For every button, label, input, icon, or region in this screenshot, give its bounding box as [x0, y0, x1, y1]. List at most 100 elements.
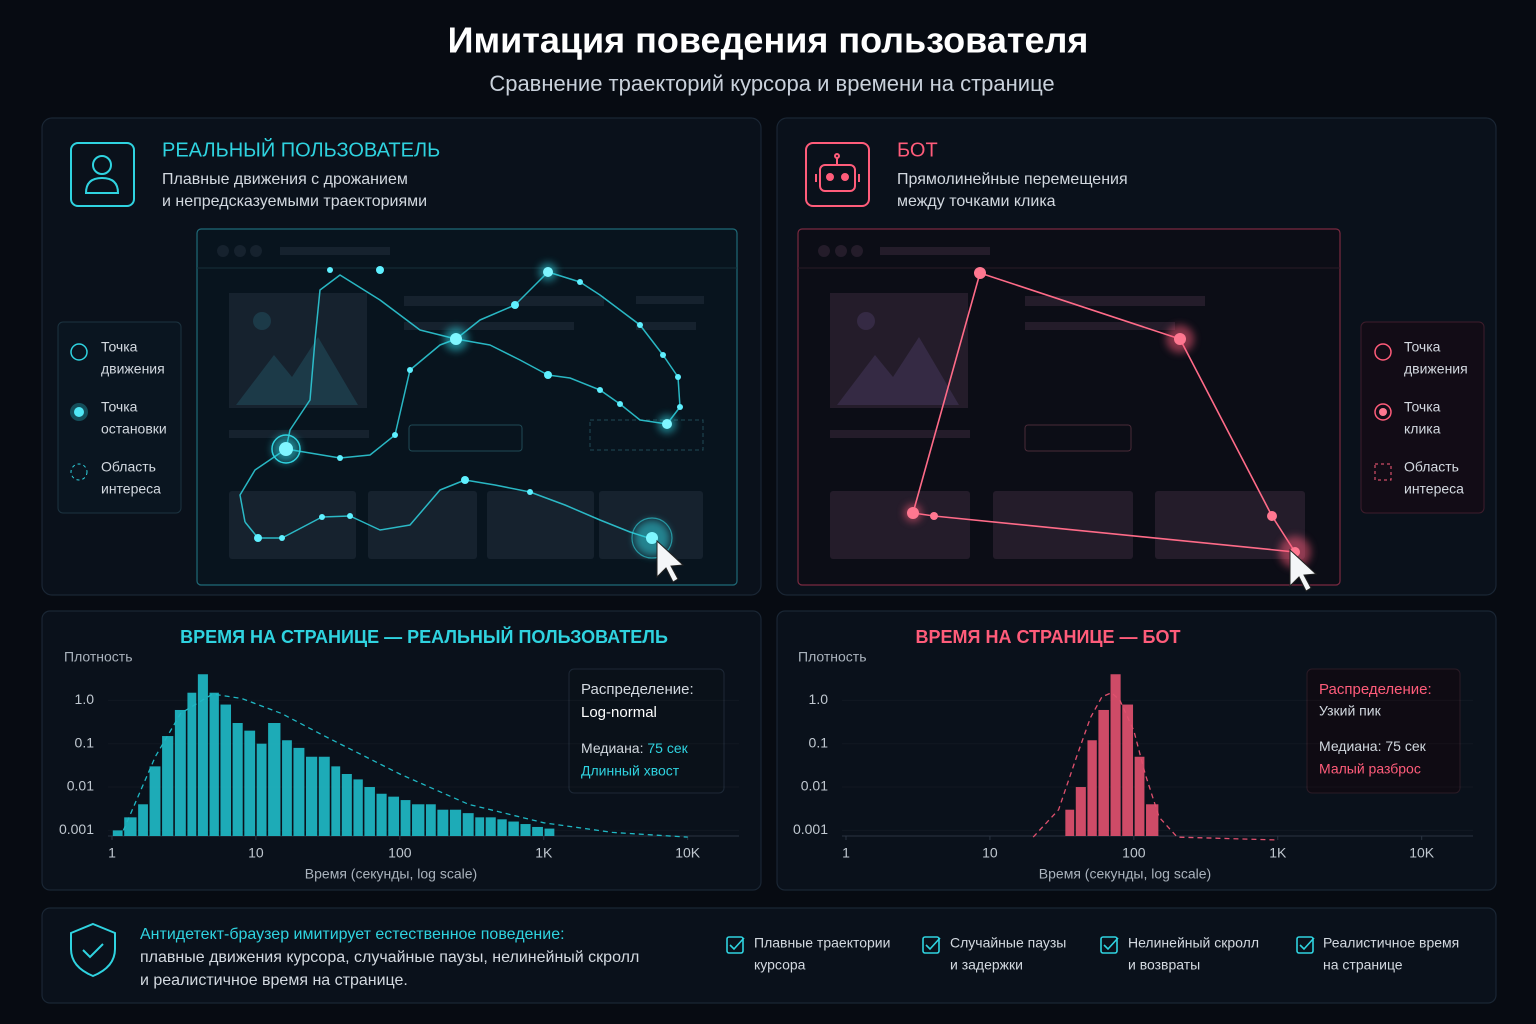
bar	[306, 756, 318, 836]
bar	[1087, 740, 1097, 836]
feature: Нелинейный скролл	[1128, 935, 1259, 951]
check-icons	[726, 936, 1315, 954]
bar	[1110, 674, 1121, 836]
legend-box	[57, 321, 182, 514]
bar	[209, 692, 219, 836]
legend-icon	[1374, 463, 1392, 481]
legend-icon	[74, 407, 84, 417]
x-tick-label: 1	[842, 845, 850, 861]
user-icon	[70, 142, 135, 207]
bar	[220, 704, 232, 836]
bar	[1098, 709, 1109, 836]
bar	[318, 756, 330, 836]
bar	[162, 736, 174, 836]
bar	[341, 773, 352, 836]
x-tick-label: 100	[388, 845, 412, 861]
feature: на странице	[1323, 957, 1403, 973]
bar	[1075, 787, 1086, 836]
legend-text: интереса	[1404, 481, 1464, 497]
info-note: Малый разброс	[1319, 761, 1421, 777]
cursor-trajectory	[239, 263, 685, 583]
info-median: Медиана: 75 сек	[1319, 738, 1427, 754]
feature: и задержки	[950, 957, 1023, 973]
bar	[376, 793, 387, 836]
bar	[449, 809, 462, 836]
footer-text: и реалистичное время на странице.	[140, 972, 408, 989]
y-axis-label: Плотность	[798, 649, 867, 665]
x-tick-label: 1K	[535, 845, 553, 861]
panel-desc: Прямолинейные перемещения	[897, 171, 1128, 188]
panel	[41, 907, 1497, 1004]
bar	[124, 817, 137, 836]
y-tick-label: 0.1	[75, 734, 95, 750]
y-tick-label: 1.0	[75, 691, 95, 707]
info-value: Узкий пик	[1319, 703, 1382, 719]
browser-mock	[196, 228, 738, 586]
bar	[1134, 756, 1145, 836]
browser-mock	[797, 228, 1341, 586]
bar	[437, 809, 449, 836]
bar	[462, 813, 474, 836]
bar	[256, 743, 267, 836]
bar	[138, 804, 148, 836]
legend-box	[1360, 321, 1485, 514]
chart-title: ВРЕМЯ НА СТРАНИЦЕ — БОТ	[916, 627, 1181, 647]
info-median: Медиана: 75 сек	[581, 740, 689, 756]
x-axis-label: Время (секунды, log scale)	[1039, 866, 1211, 882]
bar	[1065, 809, 1075, 836]
legend-text: Точка	[1404, 399, 1441, 415]
legend-text: Точка	[101, 339, 138, 355]
x-tick-label: 10	[982, 845, 998, 861]
bot-trajectory	[904, 267, 1318, 592]
legend-icon	[70, 343, 88, 361]
y-tick-label: 0.001	[793, 821, 828, 837]
info-label: Распределение:	[1319, 681, 1432, 698]
x-tick-label: 1	[108, 845, 116, 861]
y-axis-label: Плотность	[64, 649, 133, 665]
y-tick-label: 0.1	[809, 734, 829, 750]
legend-icon	[70, 403, 88, 421]
feature: курсора	[754, 957, 806, 973]
bar	[388, 796, 400, 836]
x-tick-label: 100	[1122, 845, 1146, 861]
panel-desc: Плавные движения с дрожанием	[162, 171, 408, 188]
median-value: 75 сек	[1385, 738, 1426, 754]
shield-icon	[70, 922, 116, 978]
info-box	[568, 668, 725, 794]
bar	[485, 817, 496, 836]
x-tick-label: 1K	[1269, 845, 1287, 861]
bar	[532, 826, 543, 836]
bar	[331, 766, 341, 836]
bot-icon	[805, 142, 870, 207]
x-tick-label: 10	[248, 845, 264, 861]
feature: Случайные паузы	[950, 935, 1066, 951]
panel-title: РЕАЛЬНЫЙ ПОЛЬЗОВАТЕЛЬ	[162, 137, 440, 161]
legend-text: движения	[1404, 361, 1468, 377]
x-tick-label: 10K	[675, 845, 701, 861]
y-tick-label: 0.001	[59, 821, 94, 837]
legend-icon	[1374, 403, 1392, 421]
legend-text: Точка	[101, 399, 138, 415]
bar	[400, 800, 411, 836]
footer-text: плавные движения курсора, случайные пауз…	[140, 949, 639, 966]
y-tick-label: 0.01	[67, 778, 94, 794]
bar	[268, 723, 281, 836]
median-label: Медиана:	[1319, 738, 1381, 754]
legend-text: клика	[1404, 421, 1441, 437]
y-tick-label: 0.01	[801, 778, 828, 794]
info-label: Распределение:	[581, 681, 694, 698]
title: Имитация поведения пользователя	[448, 20, 1089, 61]
bar	[244, 730, 256, 836]
chart-title: ВРЕМЯ НА СТРАНИЦЕ — РЕАЛЬНЫЙ ПОЛЬЗОВАТЕЛ…	[180, 626, 668, 647]
legend-text: интереса	[101, 481, 161, 497]
bar	[1146, 804, 1159, 836]
panel-desc: между точками клика	[897, 193, 1056, 210]
chart: 1.0 0.1 0.01 0.001 1 10 100 1K 10K	[793, 674, 1473, 861]
x-tick-label: 10K	[1409, 845, 1435, 861]
bar	[293, 747, 305, 836]
bar	[497, 819, 507, 836]
bar	[520, 824, 531, 836]
bar	[112, 830, 123, 836]
bar	[149, 766, 161, 836]
median-value: 75 сек	[647, 740, 688, 756]
